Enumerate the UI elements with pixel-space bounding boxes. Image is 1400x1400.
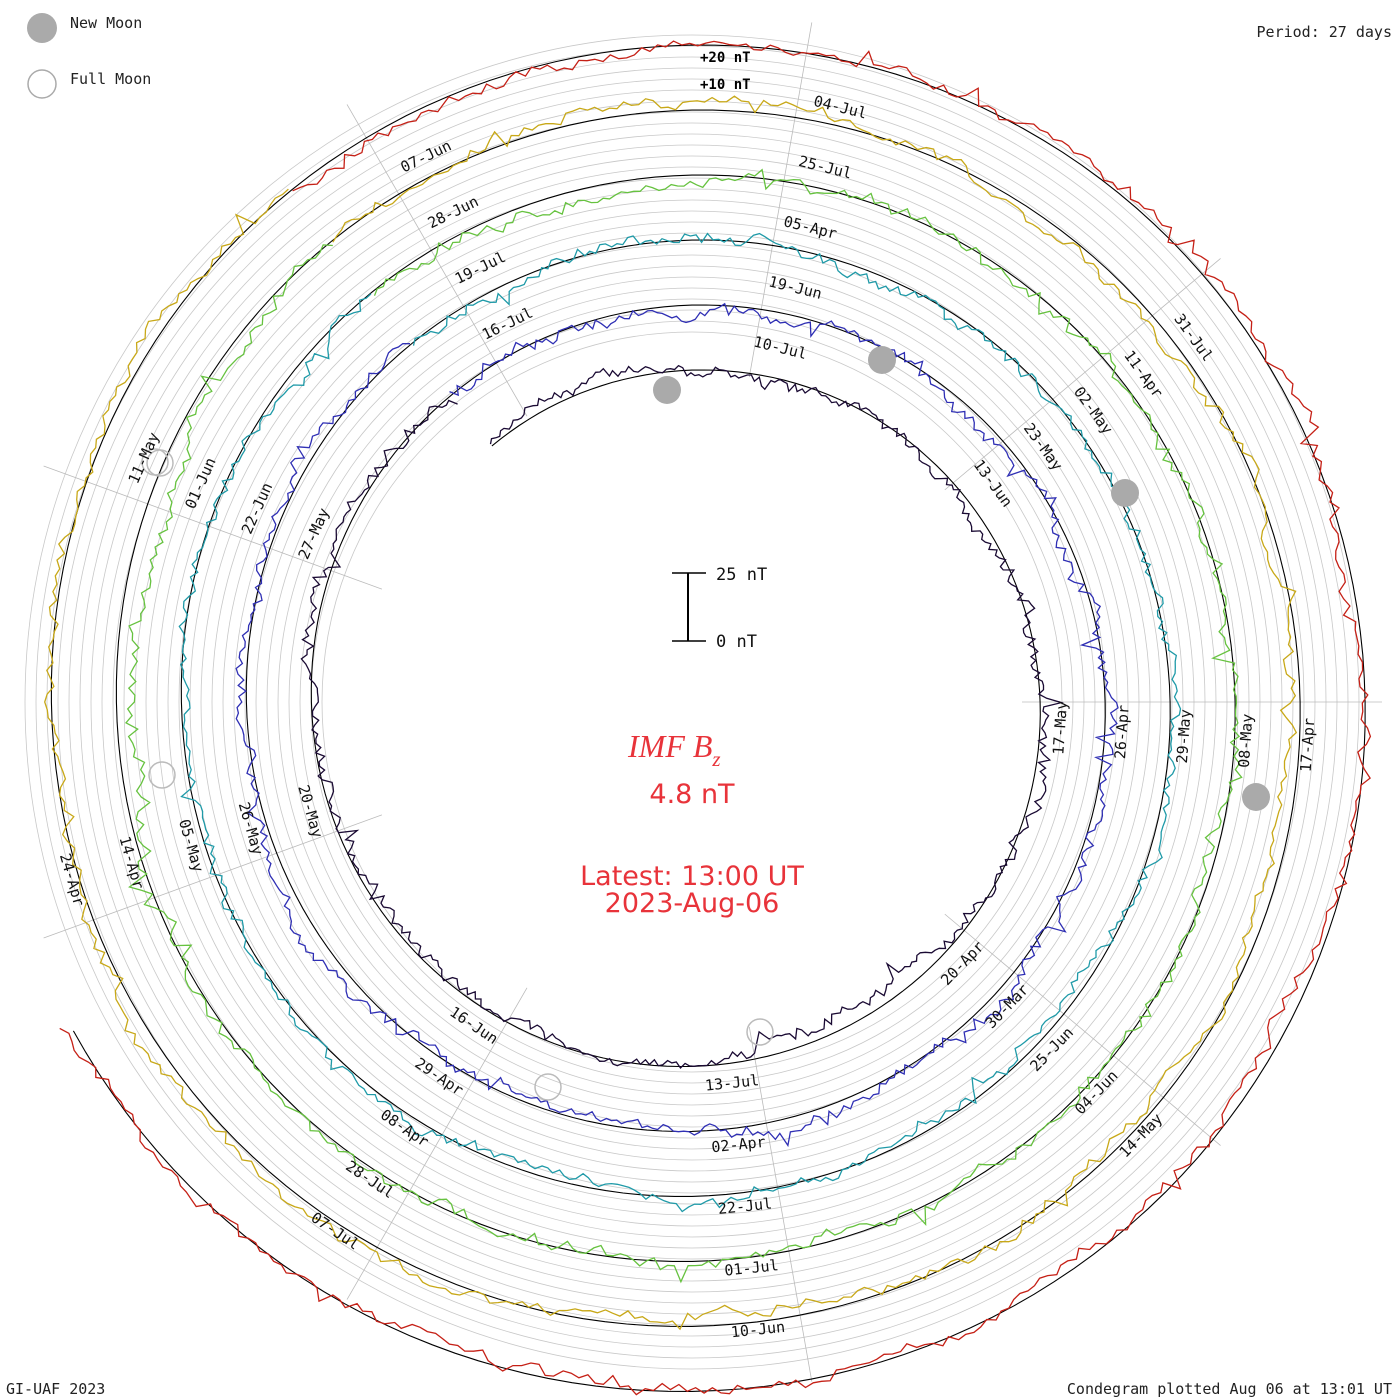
legend-new-moon-label: New Moon: [70, 14, 142, 32]
date-label: 19-Jul: [452, 248, 509, 288]
new-moon-marker: [653, 376, 681, 404]
date-label: 13-Jul: [704, 1071, 760, 1095]
scale-bar: 25 nT 0 nT: [672, 565, 767, 652]
date-spoke: [43, 814, 383, 939]
plotted-label: Condegram plotted Aug 06 at 13:01 UT: [1067, 1380, 1392, 1398]
date-label: 22-Jun: [238, 480, 276, 537]
series-line-rotation-3: [178, 232, 1182, 1213]
date-spoke: [748, 22, 813, 378]
date-label: 16-Jul: [479, 304, 536, 344]
series-layer: [44, 40, 1372, 1396]
zero-baseline-spiral: [50, 44, 1366, 1392]
grid-ring: [277, 287, 1107, 1117]
date-label: 31-Jul: [1170, 310, 1216, 364]
date-label: 26-Apr: [1111, 704, 1133, 759]
date-label: 02-Apr: [711, 1133, 767, 1157]
current-value: 4.8 nT: [649, 779, 735, 810]
ring-scale-label-10: +10 nT: [700, 77, 751, 93]
date-spoke: [346, 104, 528, 417]
series-line-rotation-4: [124, 168, 1243, 1284]
date-label: 27-May: [295, 505, 333, 562]
date-label: 13-Jun: [970, 456, 1016, 510]
date-label: 07-Jul: [308, 1208, 363, 1253]
date-label: 08-May: [1235, 713, 1257, 768]
date-label: 01-Jul: [724, 1256, 780, 1280]
new-moon-marker: [1111, 479, 1139, 507]
new-moon-marker: [1242, 783, 1270, 811]
date-label: 04-Jun: [1071, 1067, 1122, 1118]
center-title-main: IMF B: [627, 728, 712, 764]
period-label: Period: 27 days: [1257, 23, 1392, 41]
date-spoke: [748, 1026, 813, 1382]
date-label: 25-Jul: [797, 152, 854, 183]
date-spokes: [43, 22, 1382, 1382]
latest-date: 2023-Aug-06: [605, 888, 780, 919]
full-moon-marker: [146, 449, 174, 477]
scale-bar-top-label: 25 nT: [716, 565, 767, 585]
date-label: 05-Apr: [782, 212, 839, 243]
date-spoke: [43, 465, 383, 590]
credit-label: GI-UAF 2023: [6, 1380, 105, 1398]
date-label: 10-Jun: [730, 1318, 786, 1342]
full-moon-icon: [27, 69, 57, 99]
date-label: 17-May: [1049, 700, 1071, 755]
date-spoke: [944, 913, 1221, 1146]
grid-ring: [299, 309, 1085, 1095]
center-title: IMF Bz: [627, 728, 721, 771]
moon-markers: [141, 346, 1270, 1101]
date-label: 29-Apr: [412, 1054, 467, 1099]
zero-baselines: [50, 44, 1366, 1392]
scale-bar-bottom-label: 0 nT: [716, 632, 757, 652]
full-moon-marker: [746, 1018, 774, 1046]
series-line-rotation-5: [44, 95, 1298, 1331]
date-label: 11-Apr: [1120, 347, 1166, 401]
date-label: 22-Jul: [717, 1194, 773, 1218]
date-spoke: [944, 258, 1221, 491]
date-label: 17-Apr: [1297, 717, 1319, 772]
latest-time: Latest: 13:00 UT: [580, 861, 804, 892]
series-line-rotation-6: [59, 40, 1372, 1396]
new-moon-marker: [868, 346, 896, 374]
new-moon-icon: [27, 13, 57, 43]
date-label: 05-May: [175, 817, 207, 874]
full-moon-marker: [534, 1073, 562, 1101]
series-line-rotation-1: [300, 364, 1064, 1070]
full-moon-marker: [148, 761, 176, 789]
date-label: 19-Jun: [767, 272, 824, 303]
legend-full-moon-label: Full Moon: [70, 70, 151, 88]
ring-scale-label-20: +20 nT: [700, 50, 751, 66]
date-label: 10-Jul: [752, 333, 809, 364]
series-line-rotation-2: [235, 302, 1119, 1148]
center-title-sub: z: [711, 747, 720, 771]
date-label: 30-Mar: [982, 980, 1033, 1031]
date-label: 07-Jun: [398, 136, 455, 176]
date-label: 29-May: [1173, 709, 1195, 764]
